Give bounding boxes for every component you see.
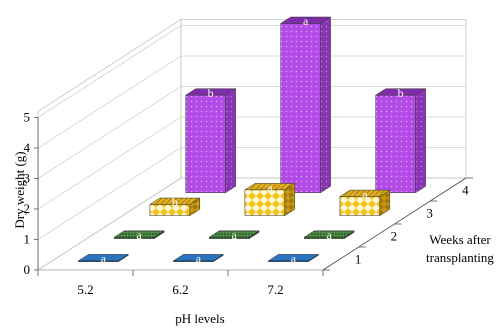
bar: a [267,252,320,266]
y-tick-label: 0 [24,262,31,277]
bar-significance-label: a [291,252,297,266]
bar-top [374,88,427,96]
bar-side [225,88,236,194]
y-tick-label: 3 [24,171,31,186]
gridline [37,177,466,271]
y-tick-label: 5 [24,110,31,125]
y-tick-label: 1 [24,232,31,247]
bar-side [415,88,426,194]
bar-front [185,94,226,193]
bar-significance-label: a [231,228,237,242]
y-axis-label: Dry weight (g) [12,151,27,228]
bar-top [279,16,332,24]
bar-top [303,230,355,238]
depth-tick-label: 1 [355,252,362,267]
bar-significance-label: a [136,228,142,242]
bar-significance-label: b [398,86,404,100]
depth-axis-ticks: 1 2 3 4 [322,177,473,271]
gridline [37,55,466,149]
depth-tick-label: 3 [426,206,433,221]
bar-significance-label: a [267,181,273,195]
bar: a [113,228,165,242]
bar-top [267,254,320,262]
bar: a [77,252,130,266]
depth-axis-label-line2: transplanting [426,250,494,265]
x-tick-label: 5.2 [77,282,93,297]
gridline [37,116,466,210]
bar-significance-label: b [208,86,214,100]
y-tick-label: 2 [24,201,31,216]
bar-significance-label: b [172,195,178,209]
y-tick-label: 4 [24,140,31,155]
bar-top [339,189,391,197]
bar: b [374,86,427,194]
bar: a [208,228,260,242]
y-axis-ticks: 0 1 2 3 4 5 [24,110,39,277]
x-axis-ticks: 5.2 6.2 7.2 [37,270,324,297]
bar-front [339,196,381,216]
bar-top [77,254,130,262]
bar-front [375,94,416,193]
bar-significance-label: a [196,252,202,266]
bar-top [244,183,296,191]
bar: a [244,181,296,217]
bar-top [172,254,225,262]
x-tick-label: 7.2 [267,282,283,297]
bar: a [339,187,391,217]
depth-tick-label: 2 [391,229,398,244]
gridlines [37,25,466,271]
depth-axis-label-line1: Weeks after [429,232,491,247]
gridline [37,86,466,179]
bar-top [208,230,260,238]
bar: a [279,14,332,194]
bar-side [320,16,331,194]
bar-significance-label: a [303,14,309,28]
bar-front [244,189,286,216]
bar-significance-label: a [362,187,368,201]
bar: b [149,195,201,217]
bar: b [184,86,237,194]
bar-top [113,230,165,238]
bar: a [172,252,225,266]
depth-tick-label: 4 [462,183,469,198]
x-axis-label: pH levels [175,311,224,326]
bars: b a b b a a a a a a a a [77,14,427,266]
bar-top [184,88,237,96]
bar-front [149,204,191,216]
bar: a [303,228,355,242]
bar-front [280,23,321,193]
bar-significance-label: a [326,228,332,242]
bar-top [149,197,201,205]
gridline [37,25,466,118]
gridline [37,147,466,240]
x-tick-label: 6.2 [172,282,188,297]
bar-significance-label: a [101,252,107,266]
